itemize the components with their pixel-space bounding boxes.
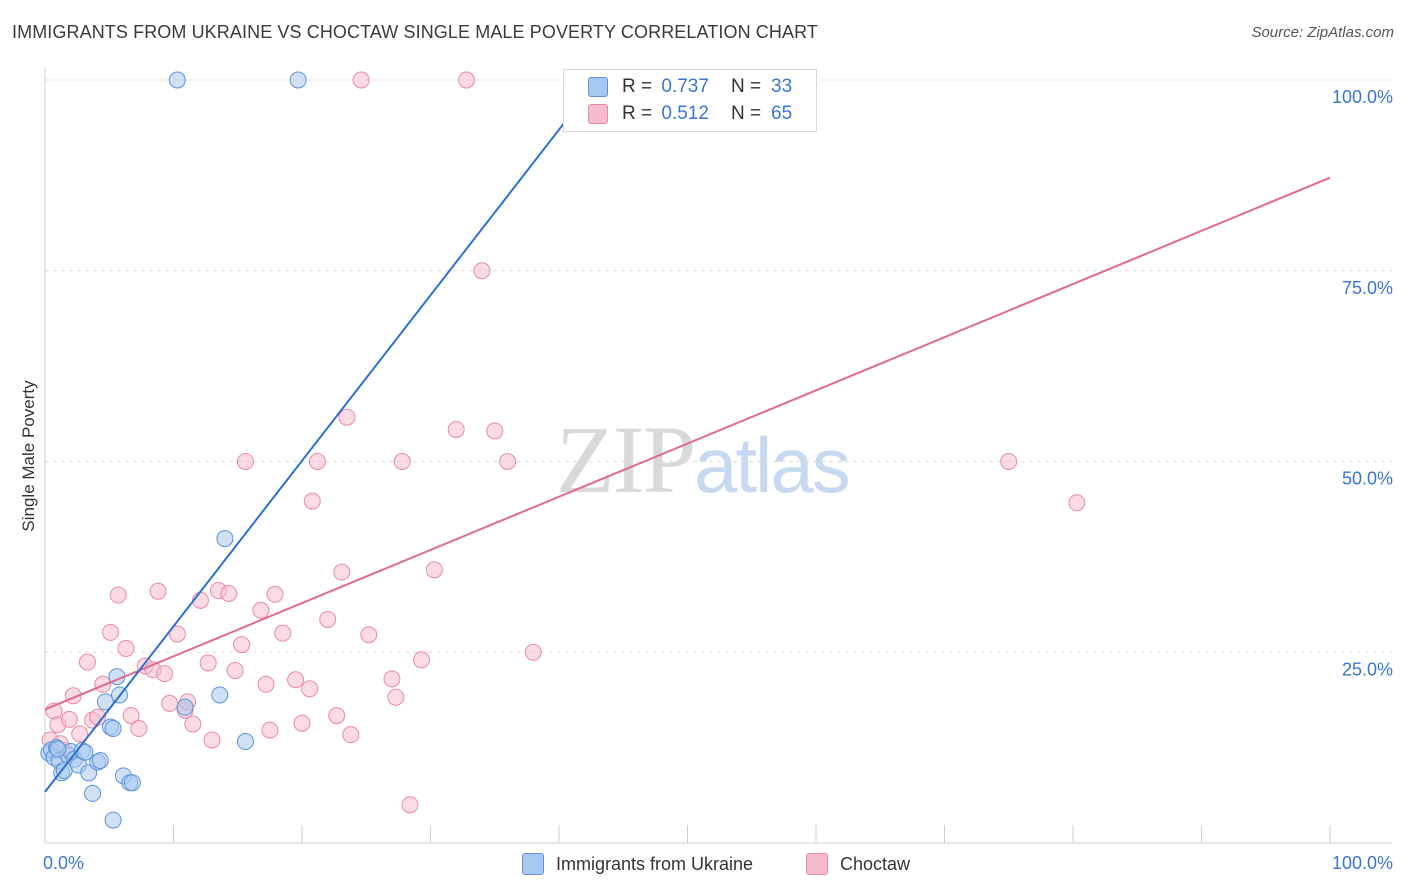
trend-line-ukraine — [44, 79, 599, 793]
bottom-legend-label-ukraine: Immigrants from Ukraine — [556, 853, 754, 874]
data-point-choctaw — [524, 643, 542, 661]
bottom-legend-choctaw: Choctaw — [806, 851, 910, 877]
data-point-choctaw — [199, 654, 217, 672]
data-point-ukraine — [216, 530, 234, 548]
data-point-choctaw — [149, 582, 167, 600]
data-point-choctaw — [226, 662, 244, 680]
data-point-ukraine — [123, 774, 141, 792]
data-point-choctaw — [274, 624, 292, 642]
y-tick-label: 50.0% — [1342, 469, 1393, 489]
legend-n-value-choctaw: 65 — [771, 103, 793, 124]
legend-r-label: R = — [622, 103, 653, 124]
data-point-ukraine — [211, 686, 229, 704]
watermark-zip: ZIP — [556, 406, 696, 513]
data-point-choctaw — [342, 726, 360, 744]
data-point-choctaw — [109, 586, 127, 604]
data-point-choctaw — [293, 714, 311, 732]
bottom-swatch-choctaw — [806, 853, 828, 875]
data-point-choctaw — [303, 492, 321, 510]
data-point-choctaw — [447, 420, 465, 438]
data-point-ukraine — [49, 740, 67, 758]
data-point-choctaw — [233, 636, 251, 654]
data-point-choctaw — [486, 422, 504, 440]
bottom-legend-ukraine: Immigrants from Ukraine — [522, 851, 753, 877]
data-point-choctaw — [393, 453, 411, 470]
data-point-choctaw — [499, 453, 517, 470]
data-point-choctaw — [333, 563, 351, 581]
data-point-choctaw — [71, 725, 89, 743]
data-point-choctaw — [473, 262, 491, 280]
data-point-choctaw — [130, 720, 148, 738]
legend-row-choctaw: R = 0.512 N = 65 — [588, 103, 792, 125]
data-point-choctaw — [457, 71, 475, 89]
bottom-legend-label-choctaw: Choctaw — [840, 853, 911, 874]
data-point-choctaw — [383, 670, 401, 688]
watermark: ZIPatlas — [556, 404, 851, 515]
data-point-choctaw — [266, 585, 284, 603]
data-point-choctaw — [94, 675, 112, 693]
data-point-choctaw — [328, 707, 346, 725]
data-point-ukraine — [84, 784, 102, 802]
data-point-choctaw — [1068, 494, 1086, 512]
bottom-swatch-ukraine — [522, 853, 544, 875]
data-point-choctaw — [184, 715, 202, 733]
data-point-choctaw — [60, 710, 78, 728]
legend-swatch-choctaw — [588, 104, 608, 124]
chart-title: IMMIGRANTS FROM UKRAINE VS CHOCTAW SINGL… — [12, 22, 818, 42]
legend-n-label: N = — [730, 103, 762, 124]
legend-r-value-choctaw: 0.512 — [661, 103, 709, 124]
data-point-choctaw — [236, 453, 254, 470]
data-point-choctaw — [301, 680, 319, 698]
legend-row-ukraine: R = 0.737 N = 33 — [588, 76, 792, 98]
data-point-choctaw — [203, 731, 221, 749]
legend-swatch-ukraine — [588, 77, 608, 97]
y-tick-label: 75.0% — [1342, 278, 1393, 298]
y-axis-label: Single Male Poverty — [19, 380, 38, 532]
data-point-choctaw — [161, 694, 179, 712]
legend-r-label: R = — [622, 76, 653, 97]
data-point-ukraine — [236, 733, 254, 751]
data-point-choctaw — [156, 665, 174, 683]
data-point-choctaw — [413, 651, 431, 669]
legend-r-value-ukraine: 0.737 — [661, 76, 709, 97]
correlation-legend: R = 0.737 N = 33 R = 0.512 N = 65 — [563, 69, 817, 132]
x-tick-label: 100.0% — [1332, 853, 1393, 873]
legend-n-label: N = — [730, 76, 762, 97]
data-point-choctaw — [425, 561, 443, 579]
data-point-choctaw — [308, 453, 326, 470]
data-point-choctaw — [360, 626, 378, 644]
data-point-choctaw — [1000, 453, 1018, 470]
data-point-choctaw — [261, 721, 279, 739]
data-point-ukraine — [104, 811, 122, 829]
y-tick-label: 100.0% — [1332, 87, 1393, 107]
data-point-ukraine — [91, 752, 109, 770]
data-point-choctaw — [220, 584, 238, 602]
data-point-choctaw — [168, 625, 186, 643]
data-point-ukraine — [104, 720, 122, 738]
data-point-choctaw — [78, 653, 96, 671]
data-point-ukraine — [289, 71, 307, 89]
data-point-choctaw — [122, 707, 140, 725]
watermark-atlas: atlas — [694, 421, 851, 509]
y-tick-label: 25.0% — [1342, 659, 1393, 679]
data-point-choctaw — [287, 671, 305, 689]
data-point-choctaw — [257, 675, 275, 693]
trend-line-choctaw — [44, 176, 1331, 711]
data-point-choctaw — [252, 601, 270, 619]
data-point-choctaw — [338, 408, 356, 426]
data-point-choctaw — [352, 71, 370, 89]
data-point-ukraine — [176, 698, 194, 716]
data-point-choctaw — [117, 639, 135, 657]
data-point-choctaw — [401, 796, 419, 814]
data-point-ukraine — [168, 71, 186, 89]
data-point-choctaw — [387, 688, 405, 706]
legend-n-value-ukraine: 33 — [771, 76, 793, 97]
data-point-ukraine — [96, 693, 114, 711]
x-tick-label: 0.0% — [43, 853, 84, 873]
source-credit: Source: ZipAtlas.com — [1251, 24, 1394, 41]
data-point-choctaw — [319, 610, 337, 628]
data-point-choctaw — [102, 623, 120, 641]
